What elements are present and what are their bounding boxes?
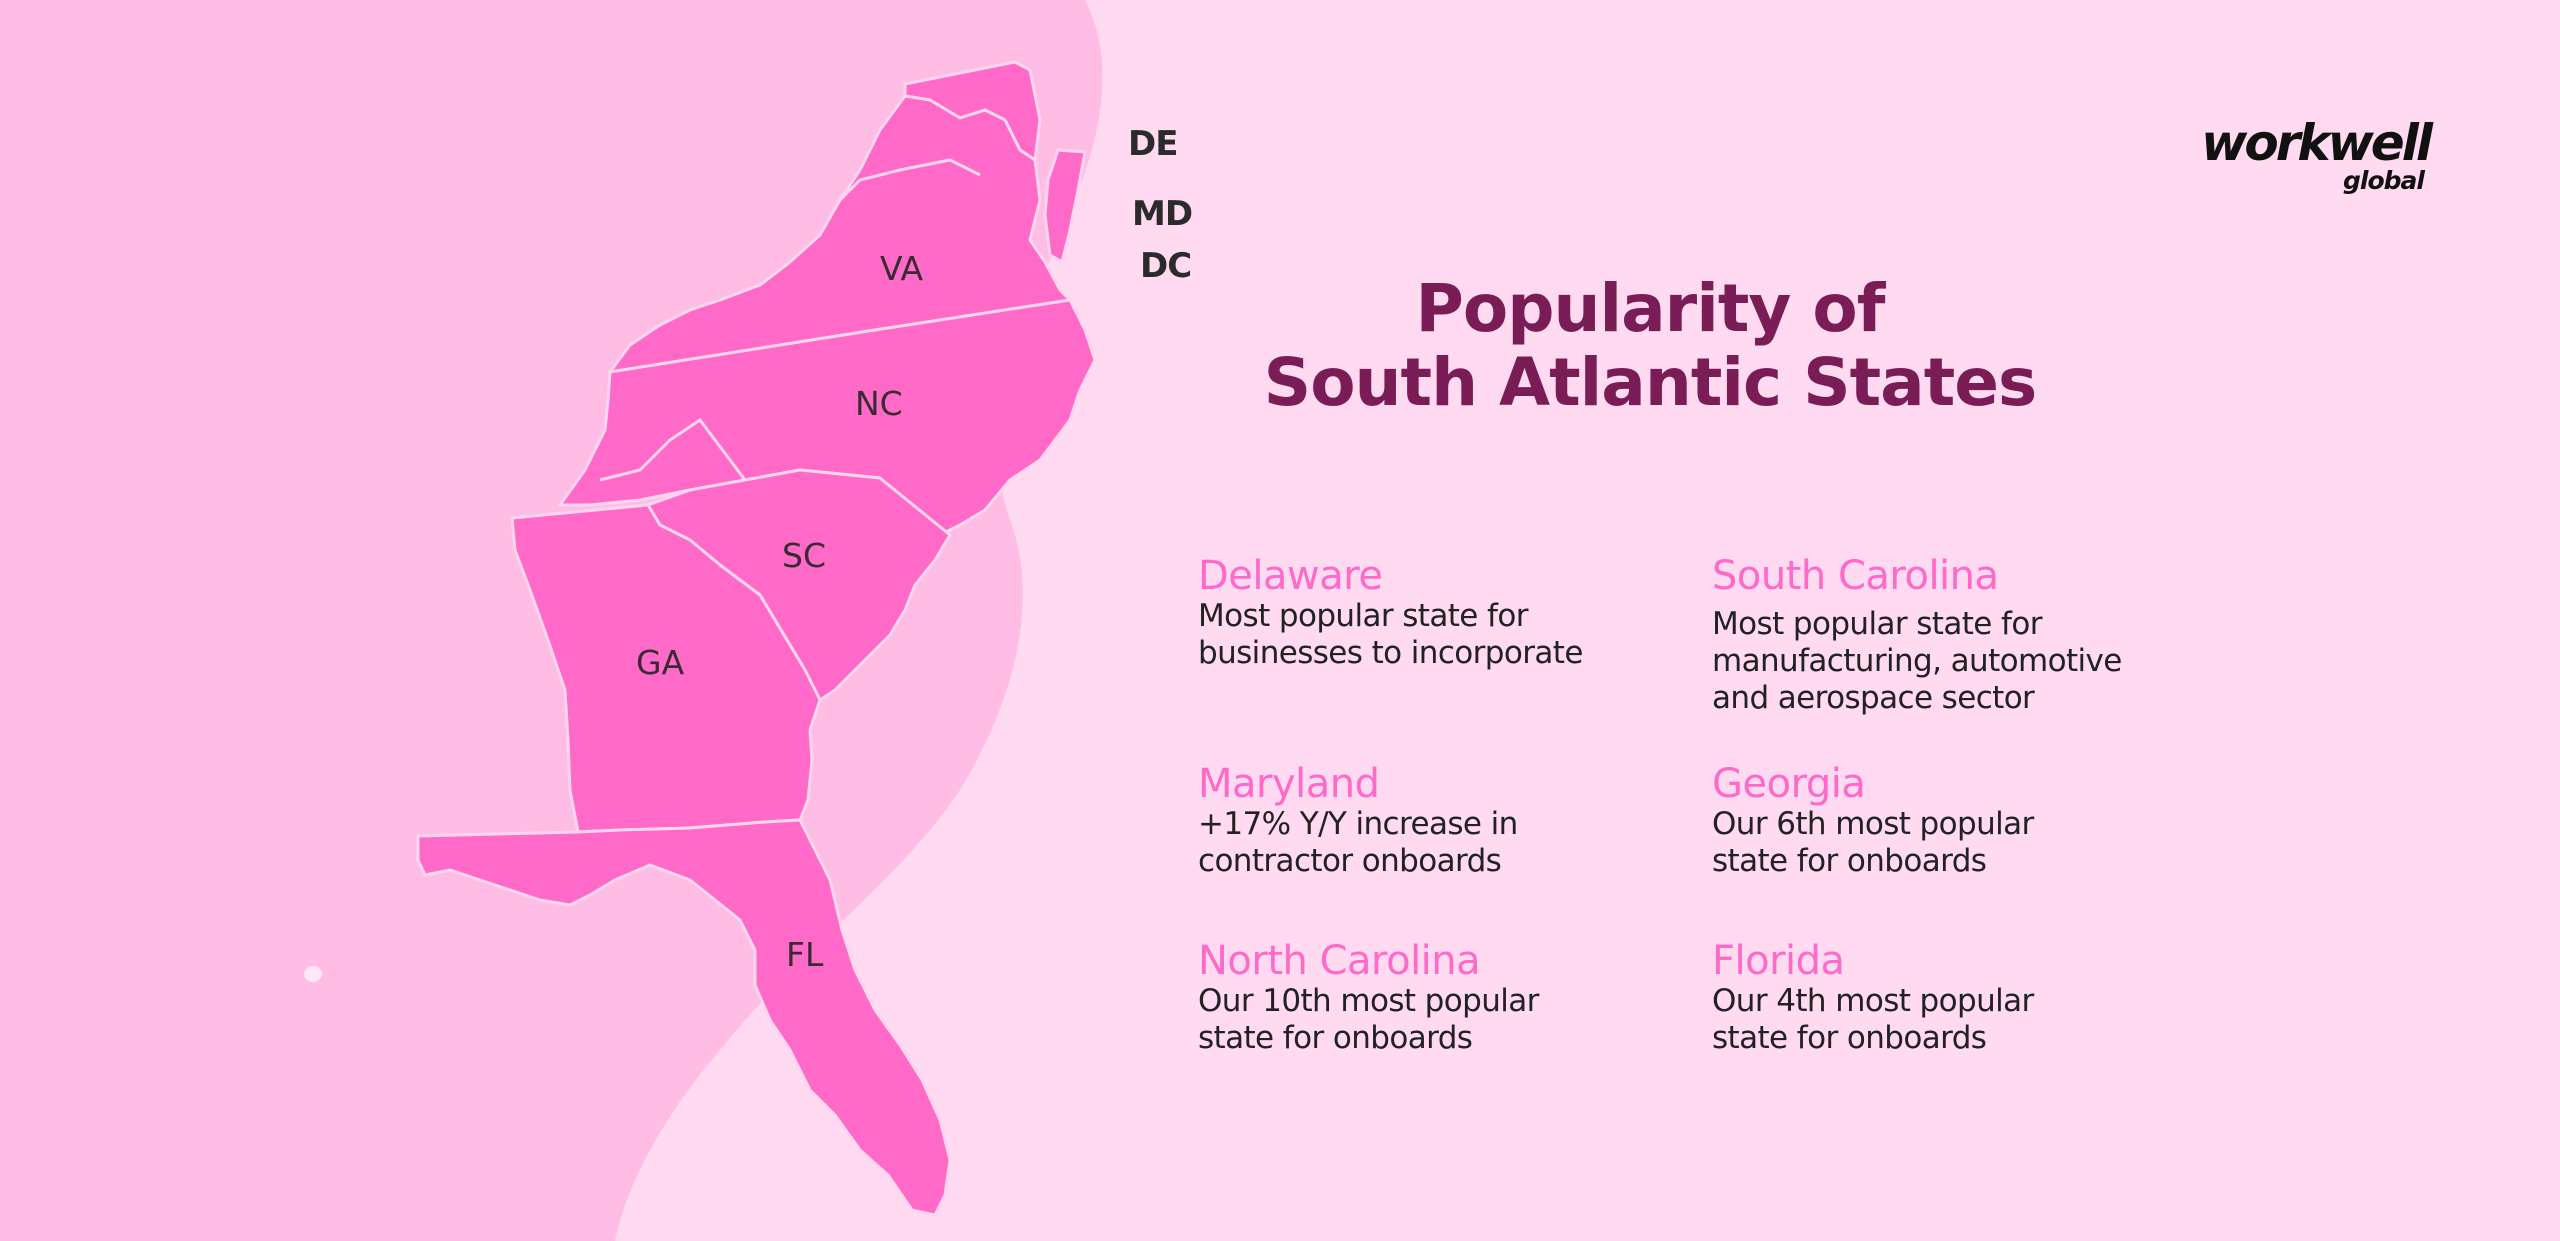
state-label-va: VA	[880, 249, 923, 288]
fact-heading: Maryland	[1198, 761, 1380, 807]
state-border-line	[599, 417, 747, 482]
fact-maryland: Maryland +17% Y/Y increase in contractor…	[1198, 762, 1678, 880]
state-label-dc: DC	[1140, 246, 1192, 286]
fact-heading: Georgia	[1712, 761, 1866, 807]
state-label-nc: NC	[855, 384, 903, 423]
state-georgia-shape	[510, 503, 822, 834]
fact-text: Most popular state for businesses to inc…	[1198, 598, 1583, 671]
fact-north-carolina: North Carolina Our 10th most popular sta…	[1198, 939, 1678, 1057]
state-label-fl: FL	[786, 935, 824, 974]
fact-georgia: Georgia Our 6th most popular state for o…	[1712, 762, 2192, 880]
fact-text: +17% Y/Y increase in contractor onboards	[1198, 806, 1518, 879]
state-label-md: MD	[1132, 194, 1193, 234]
island-shape	[304, 966, 322, 982]
state-border-line	[838, 158, 981, 202]
state-delaware-shape	[1043, 148, 1087, 264]
fact-text: Our 4th most popular state for onboards	[1712, 983, 2034, 1056]
fact-heading: South Carolina	[1712, 553, 1999, 599]
fact-text: Our 6th most popular state for onboards	[1712, 806, 2034, 879]
state-label-sc: SC	[782, 536, 826, 575]
logo-wordmark: workwell	[2201, 114, 2433, 172]
page-title-line-2: South Atlantic States	[1263, 344, 2038, 421]
state-label-ga: GA	[636, 643, 685, 682]
fact-heading: Florida	[1712, 938, 1845, 984]
state-florida-shape	[416, 818, 952, 1217]
state-label-de: DE	[1128, 124, 1178, 164]
fact-florida: Florida Our 4th most popular state for o…	[1712, 939, 2192, 1057]
page-title-line-1: Popularity of	[1415, 270, 1886, 347]
workwell-global-logo: workwell global	[2196, 118, 2436, 208]
logo-subtext: global	[2343, 166, 2425, 195]
fact-delaware: Delaware Most popular state for business…	[1198, 554, 1678, 672]
fact-heading: Delaware	[1198, 553, 1383, 599]
fact-heading: North Carolina	[1198, 938, 1481, 984]
state-north-carolina-shape	[558, 298, 1097, 537]
fact-text: Most popular state for manufacturing, au…	[1712, 606, 2122, 716]
fact-text: Our 10th most popular state for onboards	[1198, 983, 1539, 1056]
fact-south-carolina: South Carolina Most popular state for ma…	[1712, 554, 2192, 717]
page-title: Popularity of South Atlantic States	[1240, 272, 2060, 420]
